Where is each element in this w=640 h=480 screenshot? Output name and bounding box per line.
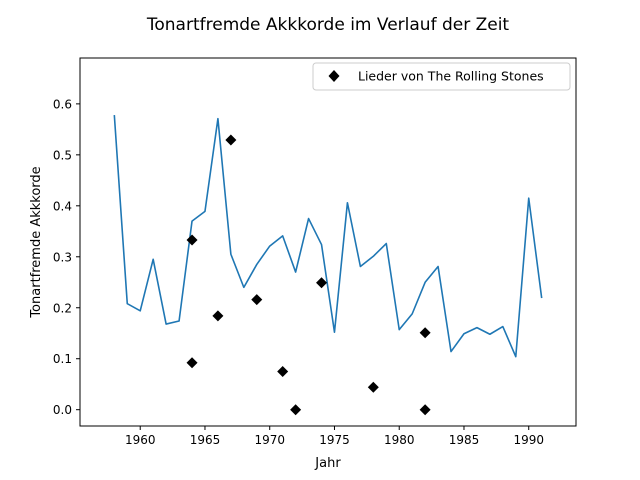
y-axis-label: Tonartfremde Akkkorde: [29, 166, 44, 318]
plot-area-frame: [79, 57, 577, 427]
x-tick-label: 1980: [384, 433, 415, 447]
chart-title: Tonartfremde Akkkorde im Verlauf der Zei…: [146, 15, 510, 35]
legend-box: [312, 62, 571, 91]
x-tick-label: 1960: [125, 433, 156, 447]
plot-series: [113, 115, 543, 416]
data-point-diamond: [186, 234, 198, 246]
x-tick-label: 1970: [254, 433, 285, 447]
data-point-diamond: [251, 294, 263, 306]
y-tick-label: 0.0: [53, 403, 72, 417]
x-axis: 1960 1965 1970 1975 1980 1985 1990: [125, 426, 544, 447]
series-line: [113, 115, 543, 358]
legend-marker-diamond-icon: [328, 70, 340, 82]
y-tick-label: 0.5: [53, 148, 72, 162]
data-point-diamond: [290, 404, 302, 416]
data-point-diamond: [419, 404, 431, 416]
x-tick-label: 1965: [190, 433, 221, 447]
data-point-diamond: [419, 327, 431, 339]
legend-label: Lieder von The Rolling Stones: [358, 69, 544, 84]
data-point-diamond: [277, 365, 289, 377]
x-tick-label: 1990: [513, 433, 544, 447]
y-tick-label: 0.4: [53, 199, 72, 213]
data-point-diamond: [212, 310, 224, 322]
data-point-diamond: [316, 277, 328, 289]
data-point-diamond: [367, 381, 379, 393]
x-tick-label: 1975: [319, 433, 350, 447]
data-point-diamond: [186, 357, 198, 369]
data-point-diamond: [225, 134, 237, 146]
y-axis: 0.0 0.1 0.2 0.3 0.4 0.5 0.6: [53, 97, 80, 417]
x-axis-label: Jahr: [314, 456, 341, 471]
y-tick-label: 0.2: [53, 301, 72, 315]
x-tick-label: 1985: [449, 433, 480, 447]
legend: Lieder von The Rolling Stones: [312, 62, 571, 91]
y-tick-label: 0.1: [53, 352, 72, 366]
y-tick-label: 0.3: [53, 250, 72, 264]
y-tick-label: 0.6: [53, 97, 72, 111]
